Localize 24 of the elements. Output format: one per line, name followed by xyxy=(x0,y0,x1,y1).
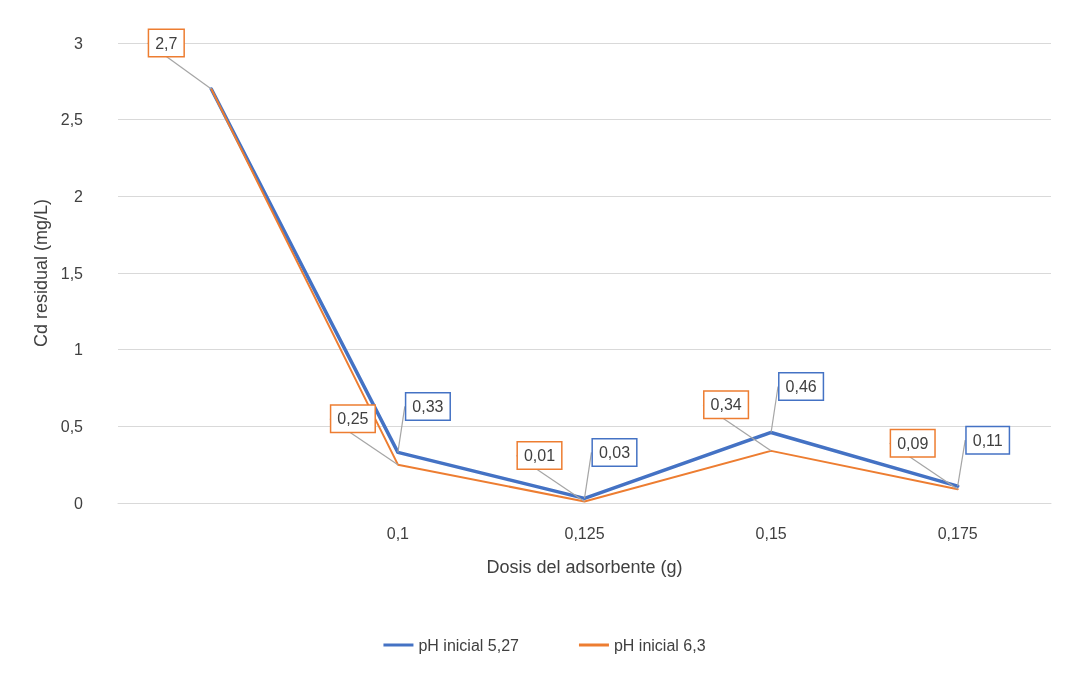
data-label: 0,46 xyxy=(785,377,817,395)
y-axis-title: Cd residual (mg/L) xyxy=(30,198,51,348)
data-label: 0,34 xyxy=(710,396,742,414)
x-tick-label: 0,175 xyxy=(937,524,978,542)
legend-label: pH inicial 6,3 xyxy=(613,636,706,654)
y-tick-label: 2 xyxy=(74,187,84,205)
x-tick-label: 0,15 xyxy=(755,524,787,542)
data-label: 0,09 xyxy=(897,434,929,452)
y-tick-label: 3 xyxy=(74,34,84,52)
data-label: 0,33 xyxy=(412,397,444,415)
data-label: 0,11 xyxy=(972,431,1003,449)
x-tick-label: 0,125 xyxy=(564,524,605,542)
data-label: 0,01 xyxy=(523,446,556,464)
y-tick-label: 2,5 xyxy=(60,111,84,129)
data-label: 0,25 xyxy=(337,410,369,428)
data-label: 2,7 xyxy=(155,34,178,52)
y-tick-label: 0 xyxy=(74,494,84,512)
x-tick-label: 0,1 xyxy=(386,524,410,542)
x-axis-title: Dosis del adsorbente (g) xyxy=(486,557,683,577)
y-tick-label: 1,5 xyxy=(60,264,84,282)
y-tick-label: 1 xyxy=(74,341,84,359)
y-tick-label: 0,5 xyxy=(60,417,84,435)
legend-label: pH inicial 5,27 xyxy=(418,636,520,654)
data-label: 0,03 xyxy=(598,443,631,461)
